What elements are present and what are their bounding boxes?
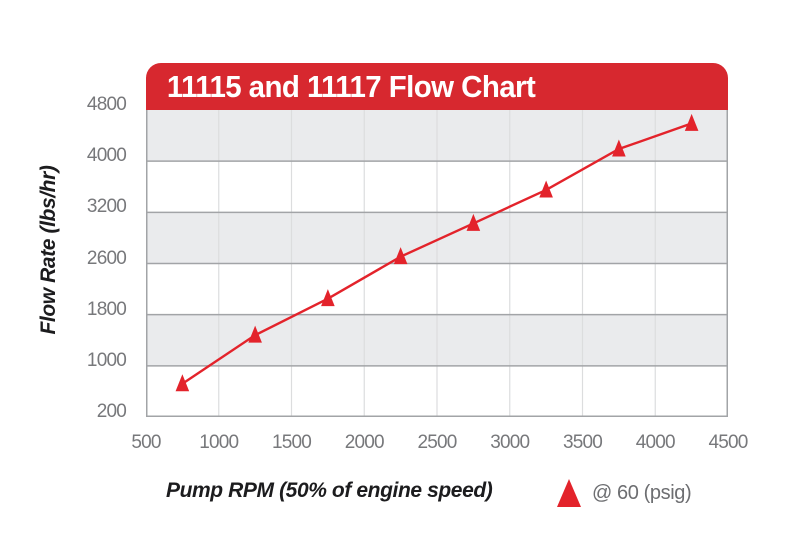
x-tick-label: 3500 [562, 432, 603, 453]
plot-frame [146, 110, 728, 417]
x-tick-label: 2000 [344, 432, 385, 453]
x-axis-title: Pump RPM (50% of engine speed) [166, 479, 493, 502]
y-tick-label: 4000 [86, 145, 127, 167]
plot-area [146, 110, 728, 417]
flow-chart-svg [146, 110, 728, 417]
chart-title-banner: 11115 and 11117 Flow Chart [146, 63, 728, 110]
data-point-marker [684, 113, 699, 131]
data-point-marker [393, 247, 408, 265]
data-point-marker [539, 180, 553, 198]
data-point-marker [466, 213, 481, 231]
y-axis-title: Flow Rate (lbs/hr) [37, 165, 60, 335]
data-point-marker [248, 325, 262, 343]
legend-label: @ 60 (psig) [592, 481, 692, 504]
y-tick-label: 1000 [86, 349, 127, 371]
x-tick-label: 1500 [271, 432, 312, 453]
y-tick-label: 1800 [86, 298, 127, 320]
y-tick-label: 2600 [86, 247, 127, 269]
legend: @ 60 (psig) [557, 477, 692, 509]
x-tick-label: 4500 [708, 432, 748, 453]
x-tick-label: 1000 [199, 432, 239, 453]
x-tick-label: 500 [131, 432, 161, 453]
data-point-marker [612, 139, 626, 157]
legend-triangle-icon [557, 479, 581, 507]
x-tick-label: 2500 [417, 432, 457, 453]
data-point-marker [175, 374, 190, 392]
x-tick-label: 4000 [635, 432, 676, 453]
data-point-marker [321, 289, 335, 307]
chart-title: 11115 and 11117 Flow Chart [166, 68, 536, 104]
series-line [181, 122, 693, 385]
x-tick-label: 3000 [490, 432, 530, 453]
y-tick-label: 4800 [86, 94, 127, 115]
y-tick-label: 200 [96, 401, 127, 422]
y-tick-label: 3200 [86, 196, 127, 218]
